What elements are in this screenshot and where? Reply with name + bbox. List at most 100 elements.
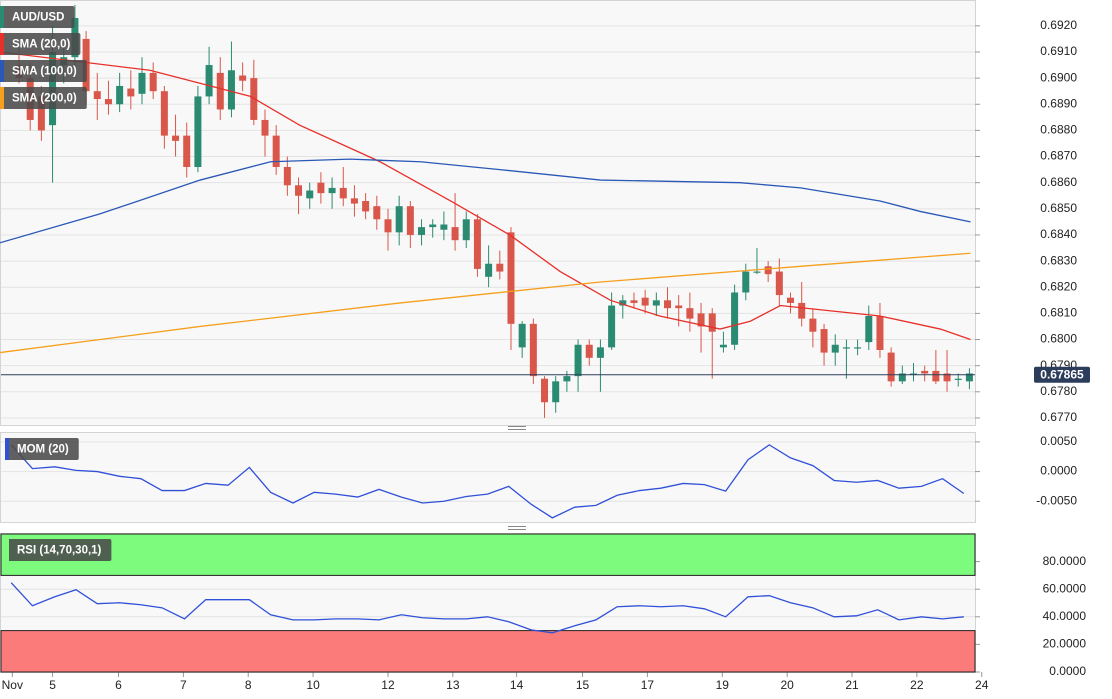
candle-body [854, 347, 862, 349]
legend-label: SMA (20,0) [12, 39, 71, 51]
legend-item: SMA (200,0) [0, 87, 87, 109]
series-line [10, 444, 965, 519]
candle-body [172, 135, 180, 141]
candle-body [652, 300, 660, 306]
candle-body [384, 219, 392, 233]
y-tick-label: 0.6850 [1040, 201, 1077, 215]
candle-body [563, 376, 571, 382]
candle-body [227, 70, 235, 110]
legend-box [0, 87, 87, 109]
y-tick-label: 60.0000 [1043, 581, 1087, 595]
candle-body [865, 315, 873, 343]
candle-body [149, 72, 157, 92]
candle-body [272, 135, 280, 167]
legend-swatch [0, 6, 4, 28]
oversold-band [0, 630, 976, 673]
candle-body [306, 190, 314, 199]
candle-body [37, 96, 45, 131]
y-tick-label: 0.6770 [1040, 410, 1077, 424]
candle-body [104, 99, 112, 105]
legend-item: RSI (14,70,30,1) [5, 539, 112, 561]
candle-body [283, 166, 291, 186]
legend-item: SMA (20,0) [0, 33, 81, 55]
legend-item: AUD/USD [0, 6, 75, 28]
y-tick-label: 0.6900 [1040, 70, 1077, 84]
candle-body [194, 96, 202, 167]
last-price-label: 0.67865 [1040, 367, 1084, 381]
y-tick-label: 0.0000 [1040, 464, 1077, 478]
candle-body [395, 206, 403, 233]
legend-box [0, 33, 81, 55]
candle-body [954, 378, 962, 380]
legend-label: SMA (200,0) [12, 93, 77, 105]
y-tick-label: 0.6800 [1040, 332, 1077, 346]
y-tick-label: 80.0000 [1043, 554, 1087, 568]
y-tick-label: 0.6870 [1040, 149, 1077, 163]
x-tick-label: 20 [780, 678, 794, 692]
x-tick-label: 17 [641, 678, 655, 692]
legend-box [0, 60, 87, 82]
candle-body [831, 344, 839, 353]
panel-resizer[interactable] [508, 526, 526, 530]
x-tick-label: 7 [180, 678, 187, 692]
y-tick-label: -0.0050 [1036, 493, 1077, 507]
candle-body [261, 119, 269, 136]
x-tick-label: 24 [975, 678, 989, 692]
candle-body [775, 271, 783, 296]
x-tick-label: 13 [446, 678, 460, 692]
y-tick-label: 0.6820 [1040, 279, 1077, 293]
y-tick-label: 0.0050 [1040, 434, 1077, 448]
candle-body [127, 88, 135, 97]
candle-body [887, 352, 895, 382]
candle-body [317, 182, 325, 194]
candle-body [507, 232, 515, 324]
candle-body [574, 344, 582, 377]
candle-body [753, 271, 761, 273]
candle-body [921, 370, 929, 374]
y-tick-label: 20.0000 [1043, 637, 1087, 651]
x-tick-label: 22 [910, 678, 924, 692]
candle-body [876, 315, 884, 350]
x-tick-label: 6 [115, 678, 122, 692]
candle-body [585, 344, 593, 358]
legend-label: MOM (20) [17, 444, 69, 456]
candle-body [932, 370, 940, 382]
candle-body [295, 185, 303, 196]
y-tick-label: 40.0000 [1043, 609, 1087, 623]
series-line [10, 582, 964, 634]
x-tick-label: 10 [306, 678, 320, 692]
series-line [0, 252, 971, 354]
candle-body [116, 85, 124, 105]
y-tick-label: 0.6880 [1040, 123, 1077, 137]
x-tick-label: 5 [49, 678, 56, 692]
candle-body [473, 219, 481, 269]
candle-body [664, 300, 672, 309]
y-tick-label: 0.6810 [1040, 306, 1077, 320]
x-tick-label: 14 [510, 678, 524, 692]
legend-swatch [0, 87, 4, 109]
y-tick-label: 0.6920 [1040, 18, 1077, 32]
legend-label: SMA (100,0) [12, 66, 77, 78]
candle-body [350, 198, 358, 204]
candle-body [898, 373, 906, 382]
x-tick-label: Nov [2, 678, 23, 692]
candle-body [619, 300, 627, 306]
candle-body [518, 323, 526, 348]
candle-body [608, 305, 616, 348]
y-tick-label: 0.6830 [1040, 253, 1077, 267]
momentum-panel [0, 432, 976, 523]
legend-item: SMA (100,0) [0, 60, 87, 82]
legend-box [5, 539, 112, 561]
candle-body [485, 263, 493, 277]
candle-body [406, 206, 414, 235]
candle-body [965, 373, 973, 382]
candle-body [339, 187, 347, 199]
price-panel [0, 0, 976, 426]
candle-body [160, 91, 168, 136]
candle-body [943, 373, 951, 382]
candle-body [216, 72, 224, 110]
candle-body [764, 266, 772, 275]
x-tick-label: 12 [381, 678, 395, 692]
panel-resizer[interactable] [508, 426, 526, 430]
y-tick-label: 0.6840 [1040, 227, 1077, 241]
